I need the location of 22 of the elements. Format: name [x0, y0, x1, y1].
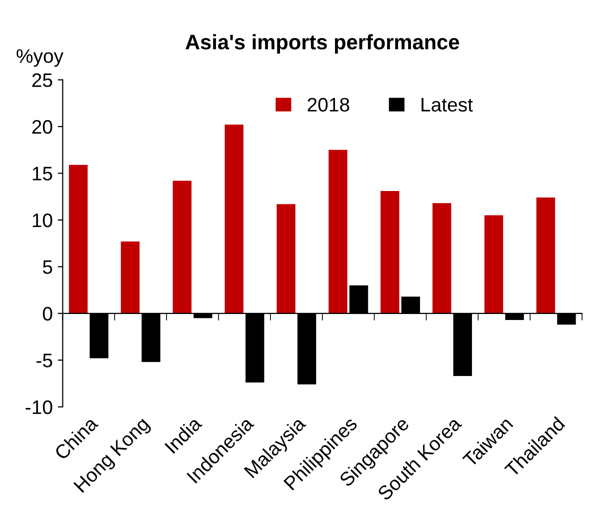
y-tick-label: 20: [32, 120, 52, 134]
y-tick-label: 10: [32, 213, 52, 228]
bar: [172, 180, 192, 314]
chart-title: Asia's imports performance: [186, 34, 460, 54]
y-tick-label: 5: [42, 260, 52, 274]
bar: [432, 203, 452, 314]
y-tick-label: 15: [32, 166, 52, 180]
y-tick-label: -10: [26, 400, 52, 414]
y-tick-label: 25: [32, 73, 52, 88]
y-tick-label: -5: [36, 354, 52, 368]
bar: [276, 204, 296, 314]
y-axis-title: %yoy: [16, 49, 64, 67]
bar: [224, 124, 244, 314]
bar: [484, 215, 504, 314]
y-tick-label: 0: [42, 306, 52, 321]
bar: [68, 164, 88, 314]
bar: [328, 150, 348, 314]
legend-label: 2018: [308, 98, 350, 112]
bar: [120, 241, 140, 314]
bar: [536, 198, 556, 314]
bar: [380, 191, 400, 314]
legend-label: Latest: [422, 98, 473, 112]
